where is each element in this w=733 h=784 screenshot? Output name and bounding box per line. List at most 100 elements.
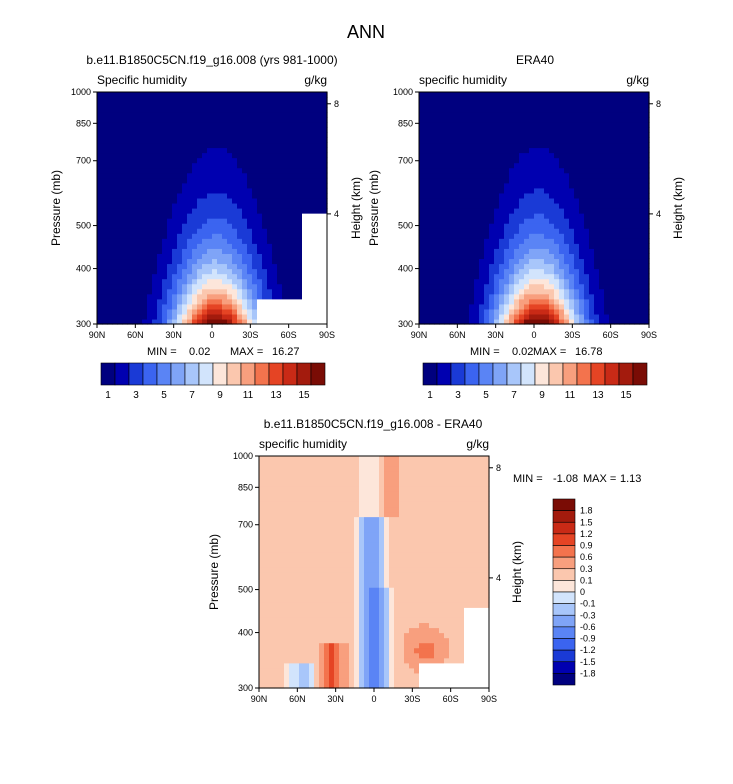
field-cell [282, 308, 288, 315]
field-cell [634, 147, 640, 154]
field-cell [177, 107, 183, 113]
field-cell [429, 298, 435, 305]
field-cell [564, 238, 570, 244]
field-cell [302, 318, 308, 325]
field-cell [479, 248, 485, 254]
field-cell [619, 253, 625, 260]
field-cell [544, 278, 550, 285]
field-cell [107, 283, 113, 290]
field-cell [259, 582, 265, 588]
field-cell [549, 298, 555, 305]
field-cell [434, 157, 440, 164]
field-cell [237, 172, 243, 179]
field-cell [499, 122, 505, 128]
field-cell [302, 283, 308, 290]
field-cell [162, 298, 168, 305]
field-cell [289, 556, 295, 563]
field-cell [237, 132, 243, 138]
field-cell [127, 298, 133, 305]
field-cell [539, 122, 545, 128]
field-cell [489, 107, 495, 113]
field-cell [292, 238, 298, 244]
field-cell [162, 248, 168, 254]
field-cell [117, 253, 123, 260]
field-cell [237, 318, 243, 325]
field-cell [574, 258, 580, 265]
field-cell [272, 258, 278, 265]
field-cell [424, 288, 430, 295]
field-cell [294, 466, 300, 472]
field-cell [162, 318, 168, 325]
field-cell [212, 288, 218, 295]
field-cell [227, 298, 233, 305]
field-cell [599, 238, 605, 244]
field-cell [609, 228, 615, 234]
field-cell [274, 597, 280, 603]
field-cell [162, 233, 168, 239]
field-cell [187, 192, 193, 199]
field-cell [489, 102, 495, 108]
field-cell [619, 213, 625, 219]
field-cell [309, 516, 315, 523]
field-cell [147, 197, 153, 204]
field-cell [549, 288, 555, 295]
field-cell [484, 162, 490, 169]
field-cell [277, 92, 283, 98]
field-cell [644, 197, 650, 204]
field-cell [479, 223, 485, 229]
field-cell [282, 187, 288, 194]
field-cell [429, 177, 435, 184]
field-cell [122, 278, 128, 285]
field-cell [524, 218, 530, 224]
field-cell [152, 213, 158, 219]
field-cell [157, 102, 163, 108]
field-cell [459, 192, 465, 199]
field-cell [272, 162, 278, 169]
field-cell [434, 253, 440, 260]
field-cell [274, 506, 280, 513]
field-cell [312, 117, 318, 123]
field-cell [299, 612, 305, 618]
field-cell [469, 147, 475, 154]
field-cell [499, 132, 505, 138]
field-cell [247, 213, 253, 219]
field-cell [289, 511, 295, 518]
field-cell [419, 187, 425, 194]
field-cell [639, 167, 645, 174]
field-cell [304, 637, 310, 644]
field-cell [117, 102, 123, 108]
field-cell [162, 107, 168, 113]
field-cell [439, 187, 445, 194]
field-cell [454, 283, 460, 290]
field-cell [302, 288, 308, 295]
field-cell [534, 208, 540, 214]
field-cell [272, 223, 278, 229]
y2-ticks: 84 [327, 99, 339, 219]
field-cell [307, 182, 313, 189]
field-cell [307, 127, 313, 133]
field-cell [634, 112, 640, 118]
field-cell [494, 293, 500, 300]
field-cell [102, 253, 108, 260]
field-cell [182, 122, 188, 128]
field-cell [464, 278, 470, 285]
field-cell [564, 298, 570, 305]
field-cell [222, 197, 228, 204]
field-cell [304, 516, 310, 523]
field-cell [314, 511, 320, 518]
field-cell [187, 213, 193, 219]
field-cell [459, 137, 465, 144]
field-cell [217, 162, 223, 169]
field-cell [117, 308, 123, 315]
field-cell [322, 142, 328, 149]
field-cell [609, 308, 615, 315]
field-cell [142, 112, 148, 118]
field-cell [262, 97, 268, 103]
field-cell [299, 607, 305, 613]
field-cell [147, 238, 153, 244]
field-cell [484, 117, 490, 123]
field-cell [554, 172, 560, 179]
field-cell [262, 283, 268, 290]
field-cell [177, 308, 183, 315]
field-cell [117, 293, 123, 300]
